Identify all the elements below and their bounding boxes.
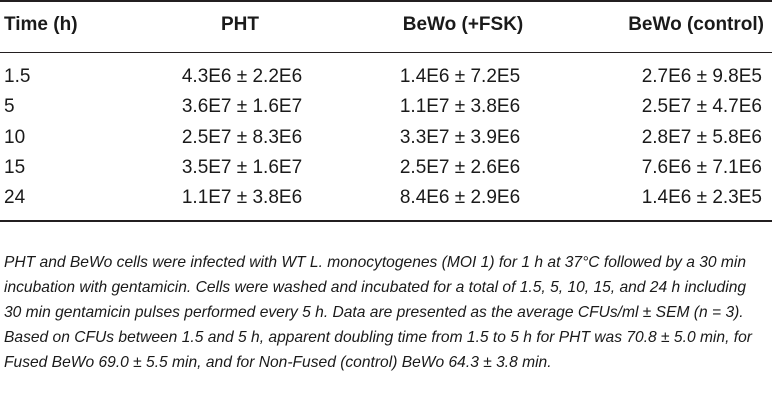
cell-pht: 2.5E7 ± 8.3E6 (181, 127, 303, 148)
cell-bewo-fsk: 1.1E7 ± 3.8E6 (399, 96, 521, 117)
header-time: Time (h) (4, 14, 78, 35)
table-bottom-rule (0, 220, 772, 222)
cell-bewo-fsk: 1.4E6 ± 7.2E5 (399, 66, 521, 87)
cell-bewo-fsk: 2.5E7 ± 2.6E6 (399, 157, 521, 178)
table-header-rule (0, 52, 772, 53)
cell-time: 15 (4, 157, 26, 178)
cell-bewo-control: 2.8E7 ± 5.8E6 (641, 127, 762, 148)
header-bewo-control: BeWo (control) (628, 14, 764, 35)
cell-time: 1.5 (4, 66, 31, 87)
header-pht: PHT (221, 14, 259, 35)
cell-bewo-control: 7.6E6 ± 7.1E6 (641, 157, 762, 178)
cell-pht: 3.5E7 ± 1.6E7 (181, 157, 303, 178)
cell-time: 5 (4, 96, 15, 117)
cell-time: 24 (4, 187, 26, 208)
cell-bewo-control: 2.7E6 ± 9.8E5 (641, 66, 762, 87)
header-bewo-fsk: BeWo (+FSK) (402, 14, 524, 35)
cell-pht: 3.6E7 ± 1.6E7 (181, 96, 303, 117)
cell-bewo-fsk: 3.3E7 ± 3.9E6 (399, 127, 521, 148)
table-top-rule (0, 0, 772, 2)
table-header-row: Time (h) PHT BeWo (+FSK) BeWo (control) (0, 14, 772, 44)
cell-bewo-control: 1.4E6 ± 2.3E5 (641, 187, 762, 208)
cell-bewo-fsk: 8.4E6 ± 2.9E6 (399, 187, 521, 208)
cell-time: 10 (4, 127, 26, 148)
cell-pht: 1.1E7 ± 3.8E6 (181, 187, 303, 208)
table-footnote: PHT and BeWo cells were infected with WT… (4, 253, 752, 371)
cell-pht: 4.3E6 ± 2.2E6 (181, 66, 303, 87)
cell-bewo-control: 2.5E7 ± 4.7E6 (641, 96, 762, 117)
